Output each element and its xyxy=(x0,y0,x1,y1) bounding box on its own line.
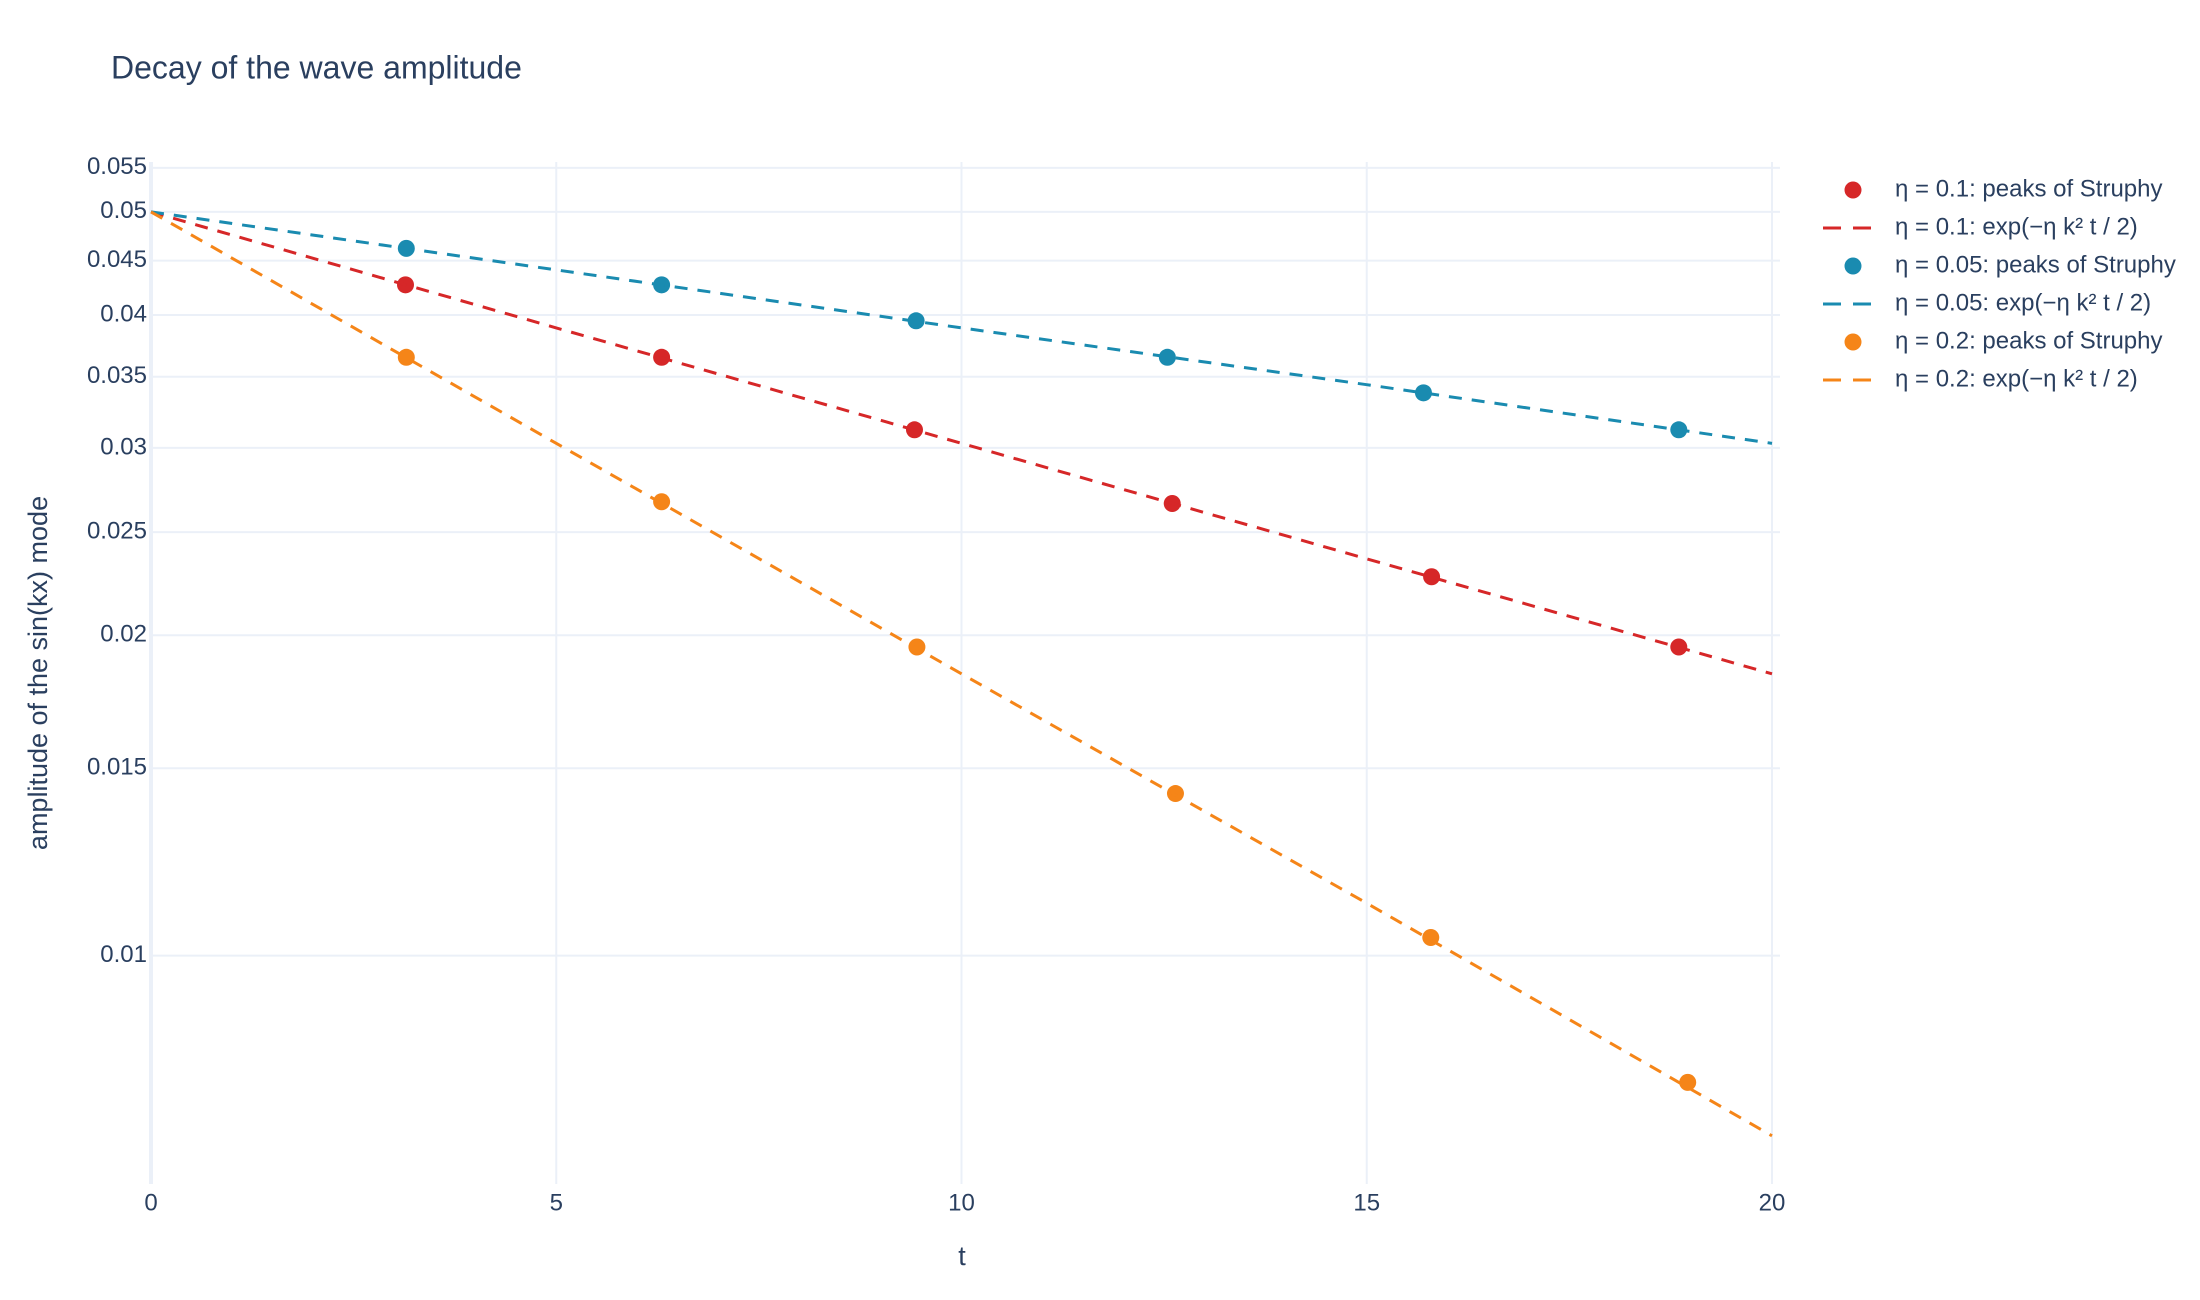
legend-symbol xyxy=(1844,333,1862,351)
data-point xyxy=(1414,384,1432,402)
y-tick-label: 0.055 xyxy=(87,153,147,180)
x-axis-label: t xyxy=(958,1241,966,1271)
x-tick-label: 15 xyxy=(1353,1189,1380,1216)
data-point xyxy=(1423,568,1441,586)
x-tick-label: 10 xyxy=(948,1189,975,1216)
fit-line xyxy=(150,210,1773,1138)
data-point xyxy=(1158,348,1176,366)
fit-line xyxy=(150,210,1773,676)
x-tick-label: 20 xyxy=(1759,1189,1786,1216)
y-tick-label: 0.045 xyxy=(87,246,147,273)
y-axis-label: amplitude of the sin(kx) mode xyxy=(23,496,53,850)
y-tick-label: 0.01 xyxy=(100,941,147,968)
x-tick-label: 5 xyxy=(550,1189,563,1216)
y-tick-label: 0.04 xyxy=(100,300,147,327)
y-tick-label: 0.03 xyxy=(100,433,147,460)
legend-label: η = 0.2: peaks of Struphy xyxy=(1895,327,2163,354)
legend-label: η = 0.05: peaks of Struphy xyxy=(1895,251,2176,278)
legend-label: η = 0.1: peaks of Struphy xyxy=(1895,175,2163,202)
legend-symbol xyxy=(1844,181,1862,199)
data-point xyxy=(907,312,925,330)
y-tick-label: 0.05 xyxy=(100,197,147,224)
y-tick-label: 0.015 xyxy=(87,754,147,781)
y-tick-label: 0.035 xyxy=(87,362,147,389)
y-tick-label: 0.02 xyxy=(100,621,147,648)
chart-title: Decay of the wave amplitude xyxy=(111,49,522,85)
legend-label: η = 0.05: exp(−η k² t / 2) xyxy=(1895,289,2151,316)
data-point xyxy=(1679,1073,1697,1091)
x-tick-label: 0 xyxy=(144,1189,157,1216)
data-point xyxy=(397,348,415,366)
legend-label: η = 0.2: exp(−η k² t / 2) xyxy=(1895,365,2138,392)
legend-label: η = 0.1: exp(−η k² t / 2) xyxy=(1895,213,2138,240)
fit-line xyxy=(150,210,1773,445)
legend-symbol xyxy=(1844,257,1862,275)
y-tick-label: 0.025 xyxy=(87,518,147,545)
